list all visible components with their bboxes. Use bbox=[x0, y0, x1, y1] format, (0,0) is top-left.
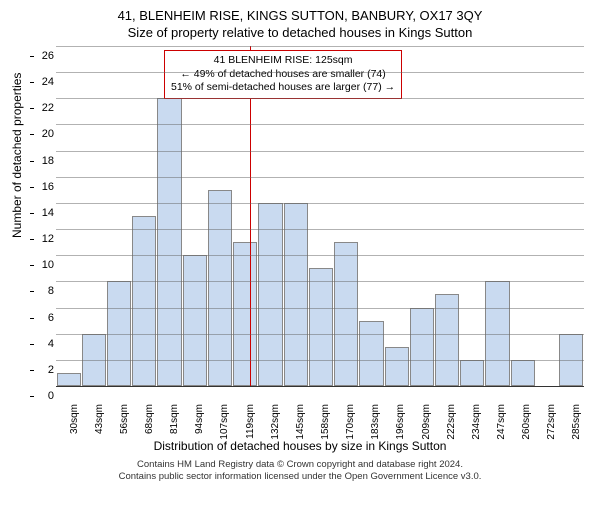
grid-line bbox=[56, 203, 584, 204]
x-tick-label: 43sqm bbox=[94, 404, 105, 434]
x-tick: 158sqm bbox=[307, 400, 332, 460]
grid-line bbox=[56, 229, 584, 230]
x-tick: 132sqm bbox=[257, 400, 282, 460]
x-tick-label: 272sqm bbox=[546, 404, 557, 440]
caption: Contains HM Land Registry data © Crown c… bbox=[0, 459, 600, 484]
x-tick: 56sqm bbox=[106, 400, 131, 460]
bar bbox=[359, 321, 383, 386]
x-tick-label: 183sqm bbox=[370, 404, 381, 440]
x-tick-label: 56sqm bbox=[119, 404, 130, 434]
caption-line-1: Contains HM Land Registry data © Crown c… bbox=[0, 459, 600, 471]
x-tick-label: 68sqm bbox=[144, 404, 155, 434]
x-tick: 107sqm bbox=[207, 400, 232, 460]
grid-line bbox=[56, 334, 584, 335]
x-tick-label: 285sqm bbox=[571, 404, 582, 440]
x-tick-label: 222sqm bbox=[446, 404, 457, 440]
x-tick-label: 94sqm bbox=[194, 404, 205, 434]
grid-line bbox=[56, 151, 584, 152]
bar bbox=[410, 308, 434, 386]
bar bbox=[284, 203, 308, 386]
y-tick-label: 18 bbox=[34, 155, 54, 167]
x-tick-label: 234sqm bbox=[471, 404, 482, 440]
bar bbox=[334, 242, 358, 386]
x-tick: 209sqm bbox=[408, 400, 433, 460]
grid-line bbox=[56, 386, 584, 387]
x-tick: 285sqm bbox=[559, 400, 584, 460]
y-tick-label: 8 bbox=[34, 285, 54, 297]
bar bbox=[208, 190, 232, 386]
x-tick-label: 30sqm bbox=[69, 404, 80, 434]
x-tick: 272sqm bbox=[534, 400, 559, 460]
grid-line bbox=[56, 124, 584, 125]
x-tick-label: 170sqm bbox=[345, 404, 356, 440]
bar bbox=[258, 203, 282, 386]
x-axis-ticks: 30sqm 43sqm 56sqm 68sqm 81sqm 94sqm 107sqm 119s… bbox=[56, 400, 584, 460]
info-line-3: 51% of semi-detached houses are larger (… bbox=[171, 81, 395, 95]
x-tick: 247sqm bbox=[483, 400, 508, 460]
x-tick: 30sqm bbox=[56, 400, 81, 460]
x-tick-label: 209sqm bbox=[421, 404, 432, 440]
x-tick-label: 119sqm bbox=[245, 404, 256, 439]
y-tick-label: 22 bbox=[34, 102, 54, 114]
bar bbox=[511, 360, 535, 386]
caption-line-2: Contains public sector information licen… bbox=[0, 471, 600, 483]
bar bbox=[309, 268, 333, 386]
y-tick-label: 24 bbox=[34, 76, 54, 88]
grid-line bbox=[56, 360, 584, 361]
x-tick: 222sqm bbox=[433, 400, 458, 460]
grid-line bbox=[56, 72, 584, 73]
x-tick-label: 158sqm bbox=[320, 404, 331, 440]
y-tick-label: 2 bbox=[34, 364, 54, 376]
x-tick: 68sqm bbox=[131, 400, 156, 460]
x-tick-label: 247sqm bbox=[496, 404, 507, 440]
bar bbox=[460, 360, 484, 386]
grid-line bbox=[56, 46, 584, 47]
x-tick-label: 107sqm bbox=[219, 404, 230, 440]
x-tick: 94sqm bbox=[182, 400, 207, 460]
title-line-2: Size of property relative to detached ho… bbox=[0, 25, 600, 40]
x-tick: 183sqm bbox=[358, 400, 383, 460]
y-tick-label: 0 bbox=[34, 390, 54, 402]
grid-line bbox=[56, 281, 584, 282]
x-tick-label: 196sqm bbox=[395, 404, 406, 440]
y-tick-label: 14 bbox=[34, 207, 54, 219]
y-tick-label: 16 bbox=[34, 181, 54, 193]
info-line-1: 41 BLENHEIM RISE: 125sqm bbox=[171, 54, 395, 68]
y-tick-label: 12 bbox=[34, 233, 54, 245]
y-tick-label: 20 bbox=[34, 128, 54, 140]
x-tick: 260sqm bbox=[509, 400, 534, 460]
grid-line bbox=[56, 98, 584, 99]
y-tick-label: 4 bbox=[34, 338, 54, 350]
x-tick: 81sqm bbox=[157, 400, 182, 460]
y-axis-ticks: 02468101214161820222426 bbox=[34, 56, 54, 396]
y-tick-label: 6 bbox=[34, 312, 54, 324]
bar bbox=[157, 98, 181, 386]
x-tick: 145sqm bbox=[282, 400, 307, 460]
bar bbox=[57, 373, 81, 386]
x-tick-label: 81sqm bbox=[169, 404, 180, 434]
x-tick-label: 132sqm bbox=[270, 404, 281, 440]
x-tick: 170sqm bbox=[333, 400, 358, 460]
y-tick-label: 10 bbox=[34, 259, 54, 271]
x-tick-label: 260sqm bbox=[521, 404, 532, 440]
x-tick-label: 145sqm bbox=[295, 404, 306, 440]
grid-line bbox=[56, 177, 584, 178]
x-tick: 234sqm bbox=[458, 400, 483, 460]
x-tick: 119sqm bbox=[232, 400, 257, 460]
info-box: 41 BLENHEIM RISE: 125sqm ← 49% of detach… bbox=[164, 50, 402, 99]
x-tick: 43sqm bbox=[81, 400, 106, 460]
grid-line bbox=[56, 308, 584, 309]
grid-line bbox=[56, 255, 584, 256]
bar bbox=[385, 347, 409, 386]
info-line-2: ← 49% of detached houses are smaller (74… bbox=[171, 68, 395, 82]
y-tick-label: 26 bbox=[34, 50, 54, 62]
y-axis-label: Number of detached properties bbox=[10, 73, 24, 238]
title-line-1: 41, BLENHEIM RISE, KINGS SUTTON, BANBURY… bbox=[0, 8, 600, 23]
x-tick: 196sqm bbox=[383, 400, 408, 460]
bar bbox=[233, 242, 257, 386]
bar bbox=[183, 255, 207, 386]
chart-plot-area: 41 BLENHEIM RISE: 125sqm ← 49% of detach… bbox=[56, 46, 584, 387]
